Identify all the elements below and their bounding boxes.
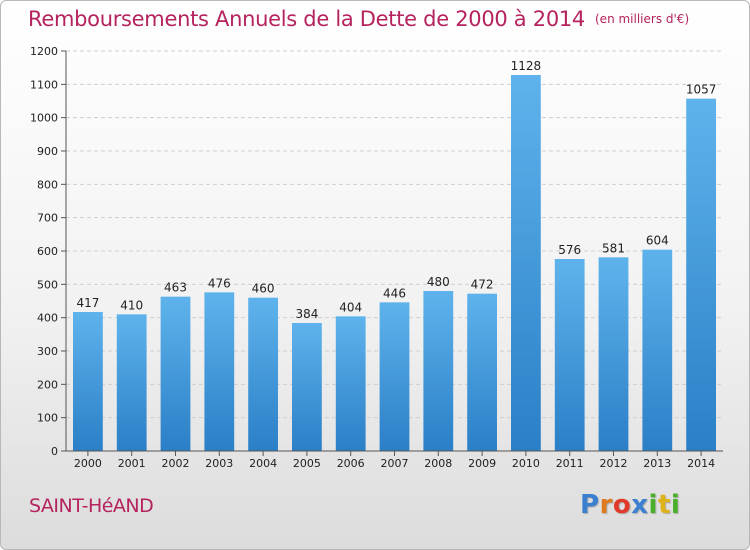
y-tick-label: 1000 xyxy=(30,112,58,125)
chart-title: Remboursements Annuels de la Dette de 20… xyxy=(28,7,689,31)
y-tick-label: 1200 xyxy=(30,45,58,58)
logo-letter: r xyxy=(599,490,613,520)
y-tick-label: 700 xyxy=(37,212,58,225)
bar xyxy=(379,302,410,451)
y-tick-label: 100 xyxy=(37,412,58,425)
data-label: 581 xyxy=(602,241,625,255)
data-label: 576 xyxy=(558,243,581,257)
bars xyxy=(73,75,716,452)
bar xyxy=(467,293,497,451)
y-tick-label: 300 xyxy=(37,345,58,358)
bar xyxy=(686,98,716,452)
y-tick-label: 1100 xyxy=(30,78,58,91)
data-label: 410 xyxy=(120,298,143,312)
x-tick-label: 2007 xyxy=(381,457,409,470)
data-label: 404 xyxy=(339,300,362,314)
data-label: 446 xyxy=(383,286,406,300)
logo-letter: t xyxy=(657,490,671,520)
x-axis-ticks: 2000 2001 2002 2003 2004 2005 2006 2007 2008 2009… xyxy=(74,451,715,470)
chart-title-text: Remboursements Annuels de la Dette de 20… xyxy=(28,7,585,31)
x-tick-label: 2011 xyxy=(556,457,584,470)
bar xyxy=(116,314,147,451)
bar xyxy=(292,323,322,451)
x-tick-label: 2010 xyxy=(512,457,540,470)
data-label: 472 xyxy=(471,278,494,292)
logo-letter: i xyxy=(670,490,681,520)
bar xyxy=(248,297,278,451)
data-label: 480 xyxy=(427,275,450,289)
x-tick-label: 2009 xyxy=(468,457,496,470)
proxiti-logo: Proxiti xyxy=(580,490,680,520)
x-tick-label: 2000 xyxy=(74,457,102,470)
data-label: 417 xyxy=(76,296,99,310)
logo-letter: i xyxy=(648,490,658,520)
bar xyxy=(160,296,191,451)
y-tick-label: 500 xyxy=(37,278,58,291)
bar xyxy=(335,316,366,451)
x-tick-label: 2006 xyxy=(337,457,365,470)
bar xyxy=(642,249,673,451)
x-tick-label: 2001 xyxy=(118,457,146,470)
chart-unit: (en milliers d'€) xyxy=(595,12,690,26)
y-tick-label: 400 xyxy=(37,312,58,325)
y-tick-label: 600 xyxy=(37,245,58,258)
bar xyxy=(423,291,454,451)
logo-letter: P xyxy=(580,490,600,520)
y-tick-label: 200 xyxy=(37,378,58,391)
city-name: SAINT-HéAND xyxy=(29,495,154,517)
data-label: 384 xyxy=(295,307,318,321)
bar xyxy=(73,312,103,451)
x-tick-label: 2005 xyxy=(293,457,321,470)
x-tick-label: 2014 xyxy=(687,457,715,470)
data-label: 1128 xyxy=(511,59,542,73)
x-tick-label: 2012 xyxy=(600,457,628,470)
logo-letter: o xyxy=(612,490,632,520)
bar xyxy=(554,259,585,451)
bar xyxy=(598,257,629,451)
data-label: 1057 xyxy=(686,83,717,97)
data-label: 476 xyxy=(208,276,231,290)
logo-letter: x xyxy=(631,490,649,520)
x-tick-label: 2003 xyxy=(205,457,233,470)
y-axis-ticks: 0 100 200 300 400 500 600 700 800 900 1000 1100 1200 xyxy=(30,45,66,458)
data-label: 604 xyxy=(646,234,669,248)
x-tick-label: 2013 xyxy=(643,457,671,470)
y-tick-label: 900 xyxy=(37,145,58,158)
data-label: 460 xyxy=(252,282,275,296)
value-labels: 417 410 463 476 460 384 404 446 480 472 1128 576 581… xyxy=(76,59,716,321)
x-tick-label: 2008 xyxy=(424,457,452,470)
bar xyxy=(511,75,541,451)
bar xyxy=(204,292,235,451)
data-label: 463 xyxy=(164,281,187,295)
y-tick-label: 800 xyxy=(37,178,58,191)
y-tick-label: 0 xyxy=(51,445,58,458)
x-tick-label: 2002 xyxy=(162,457,190,470)
x-tick-label: 2004 xyxy=(249,457,277,470)
